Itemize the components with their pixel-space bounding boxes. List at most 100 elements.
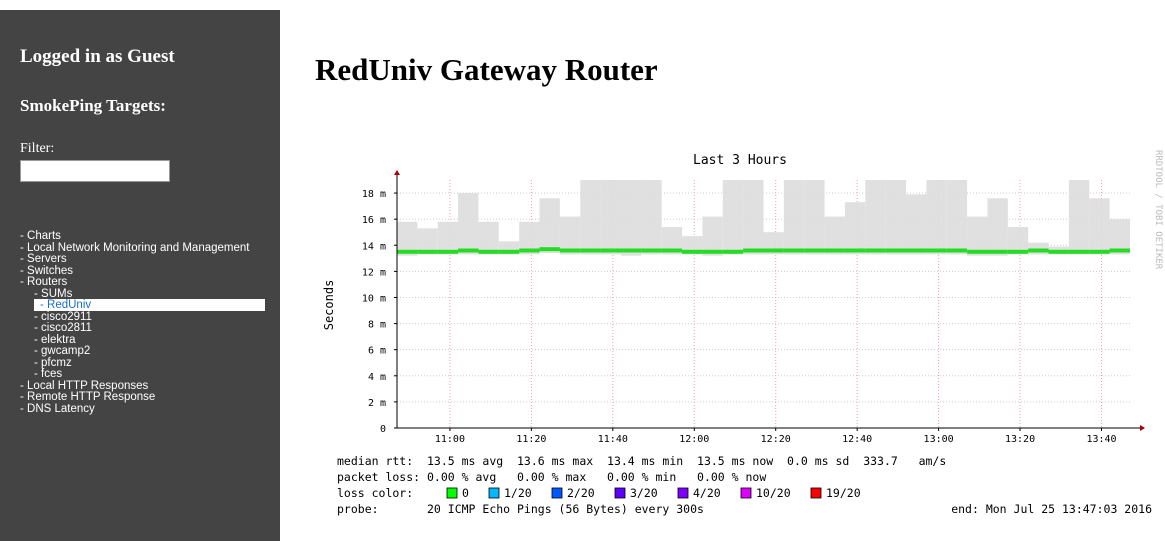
y-tick-label: 4 m: [368, 372, 386, 383]
x-tick-label: 12:00: [679, 434, 709, 445]
loss-swatch: [614, 487, 626, 499]
loss-swatch-label: 2/20: [567, 486, 595, 500]
loss-swatch-label: 10/20: [756, 486, 791, 500]
median: [946, 248, 968, 253]
loss-swatch: [446, 487, 458, 499]
menu-item[interactable]: - Local Network Monitoring and Managemen…: [20, 241, 250, 254]
x-tick-label: 13:00: [924, 434, 954, 445]
median: [763, 248, 784, 253]
median: [824, 248, 845, 253]
smoke: [865, 180, 886, 255]
smoke: [885, 180, 907, 255]
smoke: [804, 180, 825, 255]
smoke: [458, 193, 479, 255]
loss-swatch: [551, 487, 563, 499]
x-tick-label: 13:20: [1005, 434, 1035, 445]
median: [661, 248, 683, 253]
menu-item[interactable]: - elektra: [34, 333, 76, 346]
median: [641, 248, 662, 253]
loss-swatch-label: 4/20: [693, 486, 721, 500]
smoke: [743, 180, 764, 255]
filter-label: Filter:: [20, 141, 55, 156]
y-tick-label: 8 m: [368, 320, 386, 331]
median: [783, 248, 805, 253]
menu-item[interactable]: - cisco2911: [34, 310, 92, 323]
smoke: [906, 194, 927, 255]
menu-item[interactable]: - SUMs: [34, 287, 73, 300]
smoke: [397, 221, 418, 256]
x-tick-label: 12:40: [842, 434, 872, 445]
smoke: [580, 180, 601, 255]
median: [417, 249, 438, 254]
y-axis-label: Seconds: [322, 280, 336, 331]
smoke: [417, 228, 438, 255]
menu-item[interactable]: - pfcmz: [34, 356, 72, 369]
median: [458, 248, 479, 253]
menu-item[interactable]: - fces: [34, 368, 63, 380]
median: [1007, 249, 1029, 254]
smoke: [559, 216, 581, 255]
median: [437, 249, 459, 254]
targets-heading: SmokePing Targets:: [20, 96, 166, 115]
x-tick-label: 13:40: [1086, 434, 1116, 445]
menu-item[interactable]: - DNS Latency: [20, 402, 95, 415]
median: [844, 248, 866, 253]
median: [967, 249, 988, 254]
median: [885, 248, 907, 253]
median: [519, 248, 540, 253]
arrow: [1140, 425, 1145, 431]
median: [1048, 249, 1069, 254]
median: [620, 248, 642, 253]
smoke: [1109, 219, 1130, 255]
smoke: [967, 216, 988, 256]
y-tick-label: 0: [380, 424, 386, 435]
smoke: [620, 180, 642, 256]
y-tick-label: 14 m: [362, 241, 386, 252]
y-tick-label: 2 m: [368, 398, 386, 409]
smoke: [1089, 198, 1110, 255]
y-tick-label: 12 m: [362, 267, 386, 278]
menu-item[interactable]: - Switches: [20, 264, 74, 277]
y-tick-label: 18 m: [362, 189, 386, 200]
smoke: [926, 180, 947, 255]
median: [539, 247, 560, 252]
menu-item[interactable]: - Local HTTP Responses: [20, 379, 149, 392]
menu-item[interactable]: - Servers: [20, 253, 67, 265]
loss-swatch: [677, 487, 689, 499]
smoke: [722, 180, 744, 255]
loss-label: loss color:: [337, 486, 413, 500]
median: [397, 249, 418, 254]
menu-item[interactable]: - gwcamp2: [34, 345, 91, 357]
smoke: [1007, 226, 1029, 255]
median: [722, 249, 744, 254]
menu-item[interactable]: - RedUniv: [34, 299, 265, 311]
smoke: [661, 226, 683, 255]
smoke: [824, 216, 845, 255]
smoke: [437, 221, 459, 255]
median: [804, 248, 825, 253]
x-tick-label: 11:20: [516, 434, 546, 445]
y-tick-label: 10 m: [362, 293, 386, 304]
smoke: [600, 180, 621, 255]
menu-item[interactable]: - Charts: [20, 230, 61, 242]
loss-swatch-label: 1/20: [504, 486, 532, 500]
smoke: [478, 221, 499, 255]
median: [600, 248, 621, 253]
median: [1068, 249, 1090, 254]
menu-item[interactable]: - Remote HTTP Response: [20, 391, 156, 403]
sidebar: Logged in as Guest SmokePing Targets: Fi…: [0, 10, 280, 541]
median: [478, 249, 499, 254]
median: [1109, 248, 1130, 253]
smoke: [783, 180, 805, 255]
y-tick-label: 6 m: [368, 346, 386, 357]
menu-item[interactable]: - Routers: [20, 276, 68, 288]
median: [1028, 248, 1049, 253]
loss-swatch: [740, 487, 752, 499]
loss-swatch: [810, 487, 822, 499]
median: [559, 248, 581, 253]
filter-input[interactable]: [20, 160, 170, 182]
menu-item[interactable]: - cisco2811: [34, 322, 92, 334]
median: [906, 248, 927, 253]
